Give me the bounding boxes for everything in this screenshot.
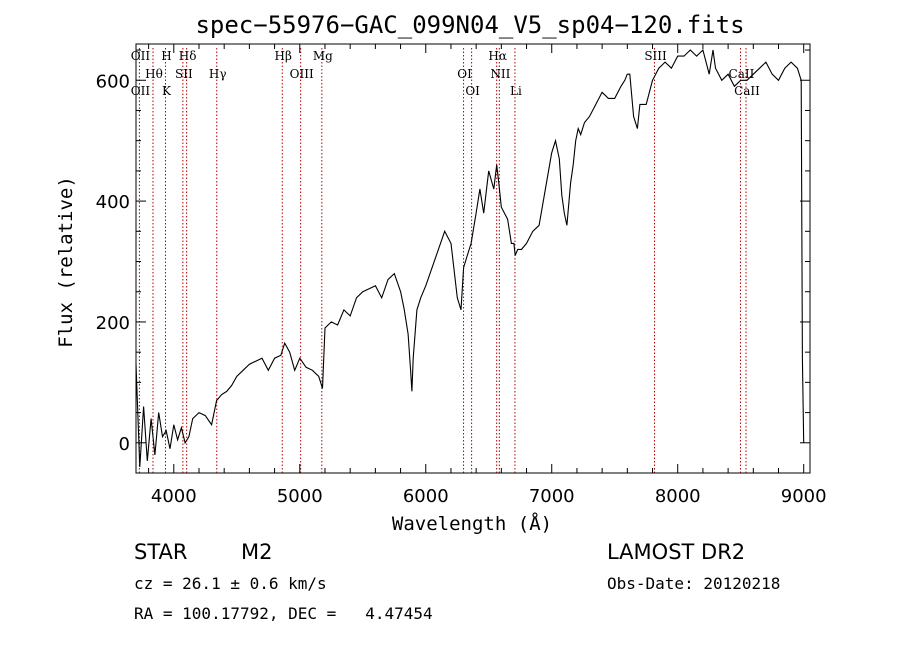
redshift-info: cz = 26.1 ± 0.6 km/s: [134, 574, 327, 593]
x-tick-label: 5000: [277, 486, 323, 507]
y-tick-label: 600: [96, 71, 130, 92]
x-tick-label: 9000: [781, 486, 827, 507]
spectral-line-label: Hα: [488, 49, 507, 63]
spectral-line-label: CaII: [734, 84, 760, 98]
spectrum-line: [135, 48, 805, 468]
spectral-line-label: Hδ: [179, 49, 197, 63]
spectral-line-label: OI: [465, 84, 480, 98]
spectral-line-label: Li: [510, 84, 522, 98]
spectral-line-label: Hβ: [275, 49, 292, 63]
spectral-line-label: CaII: [729, 67, 755, 81]
y-tick-label: 200: [96, 313, 130, 334]
spectral-line-label: OIII: [290, 67, 314, 81]
plot-frame: [135, 43, 811, 474]
x-axis-label: Wavelength (Å): [392, 512, 552, 535]
spectral-line-label: H: [161, 49, 171, 63]
x-tick-label: 8000: [655, 486, 701, 507]
chart-title: spec−55976−GAC_099N04_V5_sp04−120.fits: [195, 11, 744, 39]
spectral-line-label: OII: [131, 49, 151, 63]
spectral-line-label: K: [162, 84, 172, 98]
y-tick-label: 0: [119, 434, 130, 455]
axis-ticks: 4000 5000 6000 7000 8000 9000 0 200 400 600: [96, 44, 827, 507]
survey-name: LAMOST DR2: [607, 540, 746, 564]
spectral-line-label: OI: [457, 67, 472, 81]
x-tick-label: 4000: [151, 486, 197, 507]
spectral-line-label: SII: [175, 67, 193, 81]
spectral-line-label: NII: [490, 67, 510, 81]
spectral-line-label: Hθ: [145, 67, 163, 81]
y-axis-label: Flux (relative): [55, 176, 77, 348]
spectral-line-label: SIII: [644, 49, 667, 63]
spectral-line-label: Mg: [313, 49, 333, 63]
object-class: STAR: [134, 540, 188, 564]
x-tick-label: 6000: [403, 486, 449, 507]
x-tick-label: 7000: [529, 486, 575, 507]
spectral-line-label: Hγ: [209, 67, 227, 81]
object-subclass: M2: [241, 540, 273, 564]
y-tick-label: 400: [96, 192, 130, 213]
spectral-line-label: OII: [131, 84, 151, 98]
obs-date: Obs-Date: 20120218: [607, 574, 781, 593]
coordinates: RA = 100.17792, DEC = 4.47454: [134, 604, 433, 623]
